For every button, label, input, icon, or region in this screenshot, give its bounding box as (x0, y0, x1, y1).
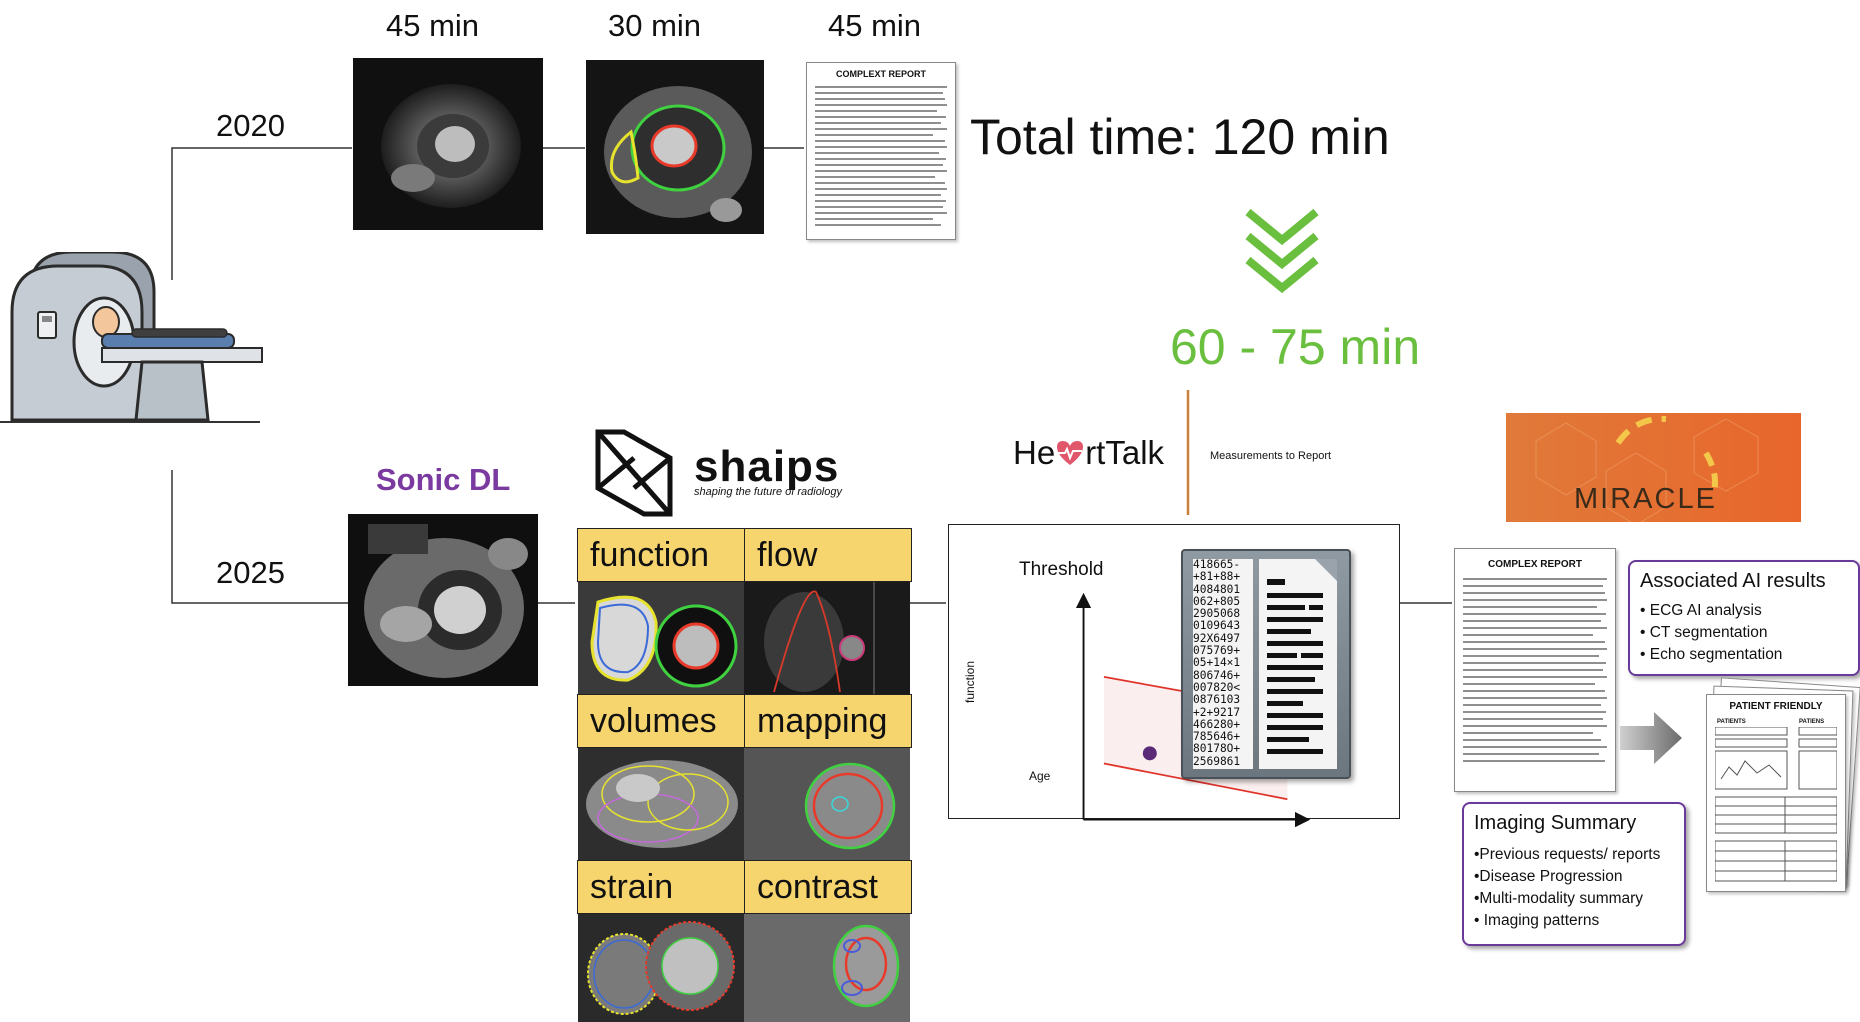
shaips-logo-icon (595, 429, 673, 517)
report-title: COMPLEXT REPORT (835, 69, 926, 79)
final-report-title: COMPLEX REPORT (1488, 559, 1582, 570)
hearttalk-name-end: rtTalk (1085, 434, 1165, 471)
patient-friendly-col1: PATIENTS (1717, 719, 1746, 725)
tile-label-strain: strain (577, 860, 745, 914)
sonic-dl-label: Sonic DL (376, 462, 511, 497)
shaips-tagline: shaping the future of radiology (694, 486, 842, 498)
tile-label-contrast: contrast (744, 860, 912, 914)
mri-sonic-dl-image (348, 514, 538, 686)
final-complex-report-document: COMPLEX REPORT (1454, 548, 1616, 792)
patient-friendly-table-lines (1715, 727, 1837, 882)
miracle-label: MIRACLE (1574, 483, 1717, 515)
hearttalk-name-start: He (1013, 434, 1056, 471)
ai-card-item: • CT segmentation (1640, 624, 1768, 641)
miracle-pattern-icon (1535, 415, 1759, 522)
tile-label-mapping: mapping (744, 694, 912, 748)
mri-segmented-image (586, 60, 764, 234)
time-label-report: 45 min (828, 8, 922, 43)
report-text-lines (815, 86, 947, 226)
patient-friendly-col2: PATIENS (1799, 719, 1825, 725)
summary-card-item: • Imaging patterns (1474, 912, 1600, 929)
patient-friendly-document: PATIENT FRIENDLY PATIENTS PATIENS (1706, 694, 1846, 892)
threshold-chart-xlabel: Age (1029, 769, 1051, 783)
tile-label-function: function (577, 528, 745, 582)
double-chevron-down-icon (1245, 208, 1319, 294)
ai-card-item: • Echo segmentation (1640, 646, 1783, 663)
final-report-text-lines (1463, 578, 1607, 762)
summary-card-item: •Disease Progression (1474, 868, 1623, 885)
time-label-acquisition: 45 min (386, 8, 480, 43)
mri-scanner-icon (10, 252, 263, 422)
year-2020-label: 2020 (216, 108, 285, 143)
ai-card-item: • ECG AI analysis (1640, 602, 1762, 619)
reduced-time-label: 60 - 75 min (1170, 319, 1421, 375)
time-label-segmentation: 30 min (608, 8, 702, 43)
tile-image-contrast (744, 914, 910, 1022)
summary-card-item: •Previous requests/ reports (1474, 846, 1661, 863)
tile-image-mapping (744, 748, 910, 860)
data-report-icon: 418665- +81+88+ 4084801 062+805 2905068 01096… (1181, 549, 1351, 779)
mri-short-axis-image (353, 58, 543, 230)
arrow-right-icon (1620, 712, 1682, 764)
miracle-banner: MIRACLE (1506, 413, 1801, 522)
tile-image-function (578, 582, 744, 694)
ai-card-title: Associated AI results (1640, 570, 1826, 592)
summary-card-title: Imaging Summary (1474, 812, 1637, 834)
tile-label-volumes: volumes (577, 694, 745, 748)
summary-card-item: •Multi-modality summary (1474, 890, 1644, 907)
threshold-chart-title: Threshold (1019, 559, 1104, 580)
patient-datapoint (1142, 746, 1157, 761)
hearttalk-analysis-panel: Threshold Age function 418665- +81+88+ 408… (948, 524, 1400, 828)
patient-friendly-title: PATIENT FRIENDLY (1729, 701, 1823, 712)
threshold-chart-ylabel: function (963, 660, 978, 704)
tile-label-flow: flow (744, 528, 912, 582)
year-2025-label: 2025 (216, 555, 285, 590)
shaips-name: shaips (694, 442, 840, 491)
heart-icon (1055, 438, 1085, 468)
associated-ai-results-card: Associated AI results • ECG AI analysis … (1628, 560, 1860, 676)
document-page (1259, 559, 1337, 769)
tile-image-flow (744, 582, 910, 694)
data-number-column: 418665- +81+88+ 4084801 062+805 2905068 01096… (1193, 558, 1253, 769)
hearttalk-logo: He rtTalk (1013, 434, 1164, 472)
tile-image-volumes (578, 748, 744, 860)
complex-report-document: COMPLEXT REPORT (806, 62, 956, 240)
tile-image-strain (578, 914, 744, 1022)
total-time-label: Total time: 120 min (970, 109, 1390, 165)
hearttalk-caption: Measurements to Report (1210, 450, 1332, 462)
imaging-summary-card: Imaging Summary •Previous requests/ repo… (1462, 802, 1686, 946)
